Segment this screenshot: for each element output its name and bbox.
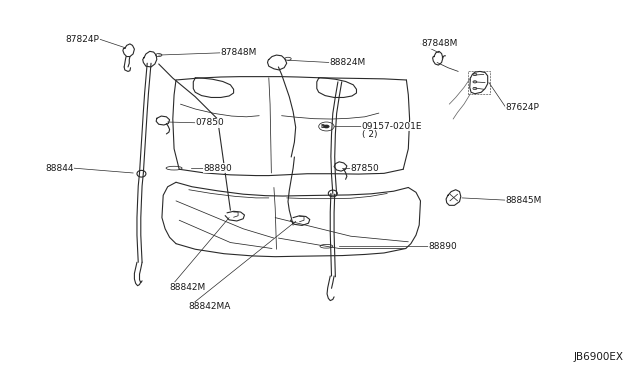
Text: 87624P: 87624P bbox=[506, 103, 540, 112]
Text: JB6900EX: JB6900EX bbox=[574, 352, 624, 362]
Text: 87824P: 87824P bbox=[65, 35, 99, 44]
Text: 88844: 88844 bbox=[45, 164, 74, 173]
Text: 88845M: 88845M bbox=[506, 196, 542, 205]
Text: 88890: 88890 bbox=[204, 164, 232, 173]
Text: B: B bbox=[321, 124, 324, 129]
Text: 09157-0201E: 09157-0201E bbox=[362, 122, 422, 131]
Text: 07850: 07850 bbox=[195, 118, 224, 127]
Text: 88890: 88890 bbox=[429, 242, 458, 251]
Text: 87850: 87850 bbox=[351, 164, 380, 173]
Circle shape bbox=[323, 125, 330, 128]
Text: 87848M: 87848M bbox=[421, 39, 458, 48]
Text: 88842MA: 88842MA bbox=[189, 302, 231, 311]
Text: 88842M: 88842M bbox=[170, 283, 206, 292]
Text: 88824M: 88824M bbox=[330, 58, 366, 67]
Text: ( 2): ( 2) bbox=[362, 130, 377, 139]
Text: 87848M: 87848M bbox=[221, 48, 257, 57]
